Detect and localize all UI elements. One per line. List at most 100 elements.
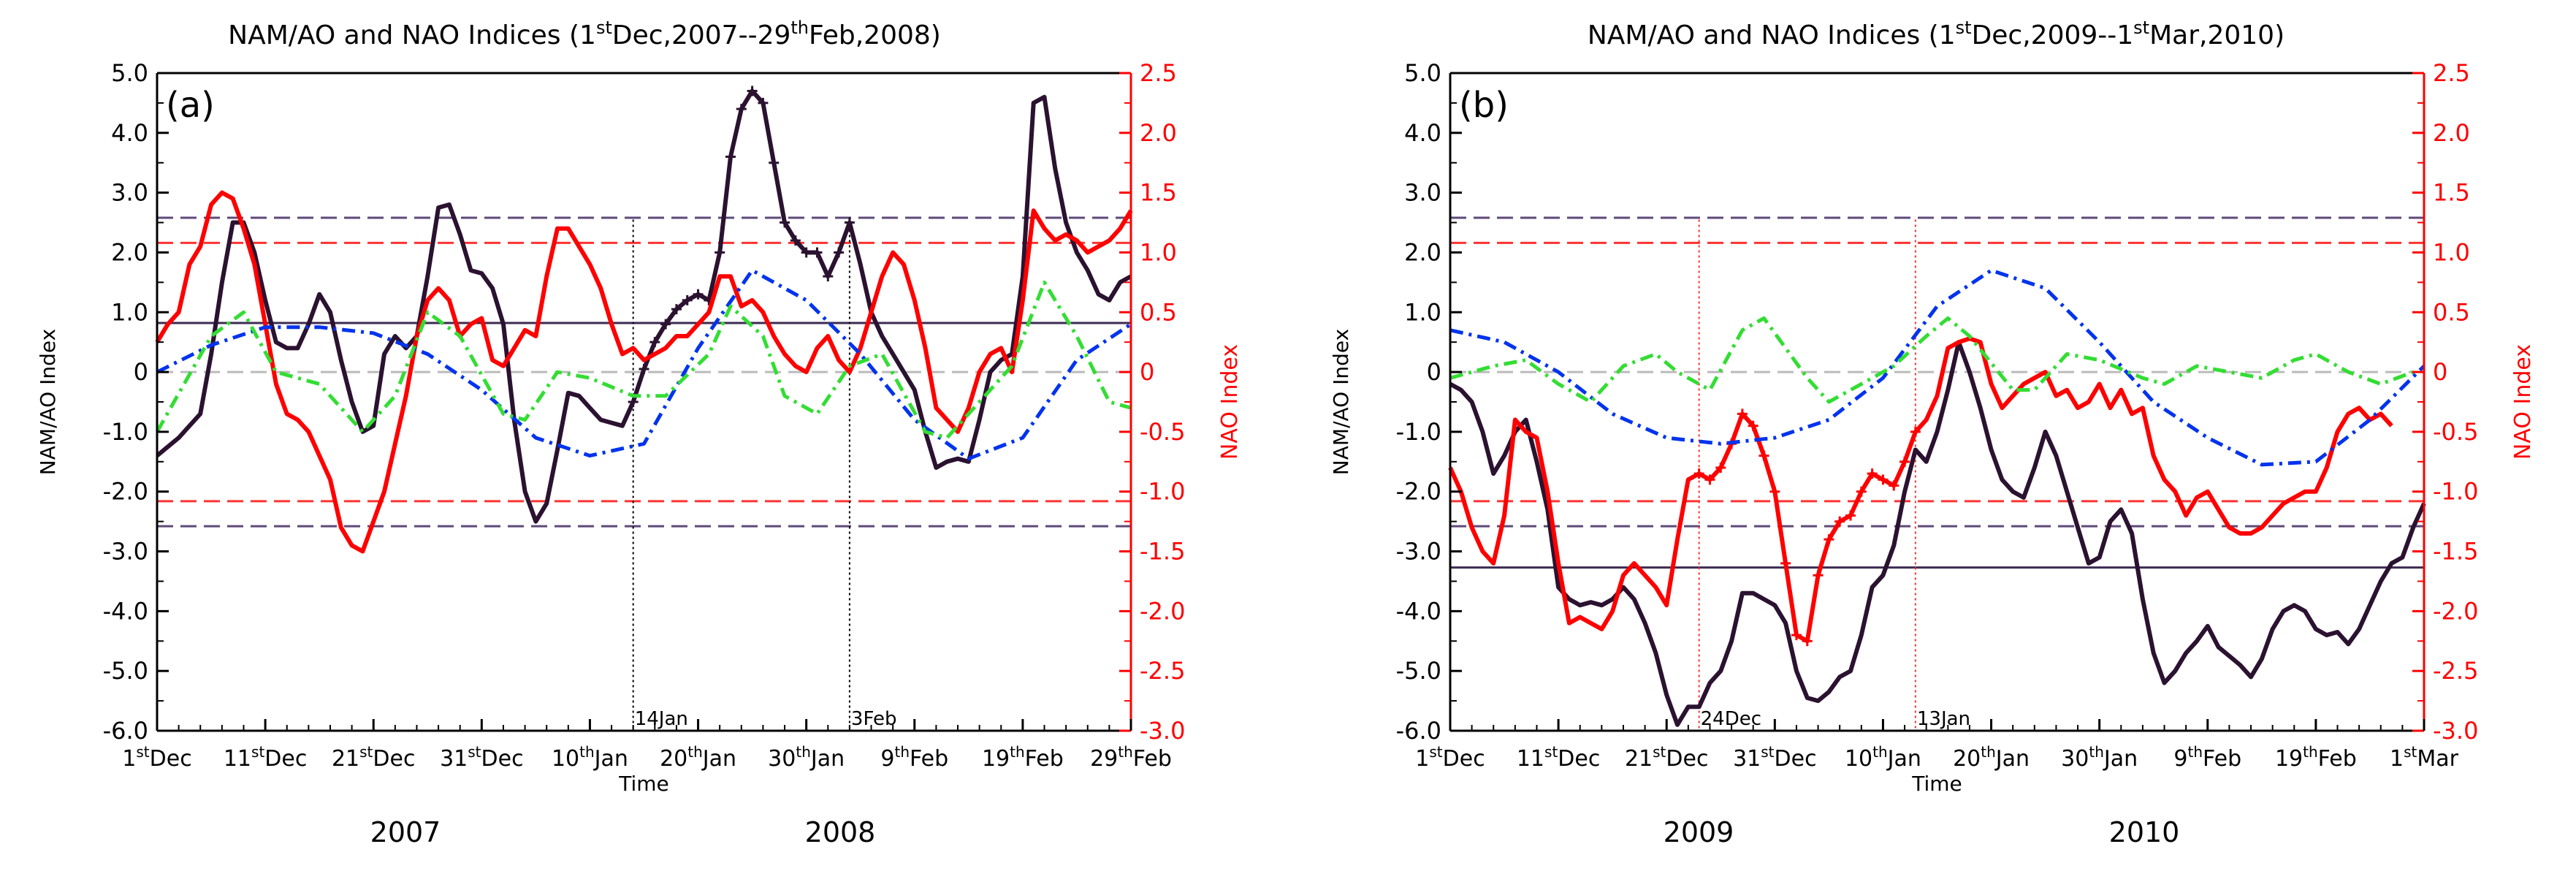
right-axis-title: NAO Index: [2510, 344, 2536, 460]
data-point-marker: [715, 247, 725, 258]
right-tick-label: 1.0: [2433, 238, 2470, 266]
data-point-marker: [736, 104, 747, 115]
data-point-marker: [801, 247, 812, 258]
right-tick-label: -1.5: [2433, 538, 2478, 566]
chart-title: NAM/AO and NAO Indices (1stDec,2007--29t…: [228, 18, 941, 50]
data-point-marker: [660, 319, 671, 330]
right-tick-label: -2.5: [1140, 657, 1185, 685]
x-tick-label: 29thFeb: [1090, 743, 1172, 772]
left-tick-label: -3.0: [1396, 538, 1441, 566]
data-point-marker: [1845, 510, 1856, 521]
data-point-marker: [1715, 463, 1726, 473]
left-tick-label: -1.0: [103, 418, 148, 446]
data-point-marker: [1737, 408, 1748, 419]
right-tick-label: -3.0: [2433, 717, 2478, 745]
right-axis-title: NAO Index: [1217, 344, 1243, 460]
x-tick-label: 10thJan: [552, 743, 628, 772]
right-tick-label: 2.5: [1140, 59, 1177, 87]
data-point-marker: [844, 217, 855, 228]
nao-index-line: [1448, 336, 2393, 644]
data-point-marker: [780, 217, 790, 228]
panel-label: (a): [166, 85, 215, 126]
x-tick-label: 1stDec: [122, 743, 191, 772]
year-label: 2007: [370, 816, 441, 848]
x-tick-label: 1stDec: [1415, 743, 1485, 772]
left-tick-label: -4.0: [103, 597, 148, 625]
event-label: 14Jan: [635, 708, 688, 730]
left-axis-title: NAM/AO Index: [36, 329, 60, 475]
right-tick-label: 2.5: [2433, 59, 2470, 87]
x-axis-title: Time: [618, 772, 669, 796]
left-tick-label: 4.0: [111, 119, 148, 147]
data-point-marker: [1878, 474, 1889, 485]
data-point-marker: [1824, 534, 1834, 545]
data-point-marker: [1791, 630, 1802, 641]
nao-index-line: [155, 190, 1133, 554]
data-point-marker: [747, 85, 758, 96]
left-tick-label: -6.0: [1396, 717, 1441, 745]
year-label: 2008: [805, 816, 876, 848]
left-tick-label: -3.0: [103, 538, 148, 566]
data-point-marker: [649, 337, 660, 348]
data-point-marker: [693, 289, 704, 300]
x-tick-label: 10thJan: [1845, 743, 1921, 772]
left-tick-label: 4.0: [1404, 119, 1441, 147]
nam-ao-index-line: [1449, 340, 2426, 727]
data-point-marker: [639, 364, 649, 374]
right-tick-label: -1.5: [1140, 538, 1185, 566]
right-tick-label: -0.5: [2433, 418, 2478, 446]
x-tick-label: 11stDec: [1517, 743, 1601, 772]
data-point-marker: [671, 304, 682, 315]
data-point-marker: [1834, 516, 1845, 527]
left-tick-label: 5.0: [111, 59, 148, 87]
x-tick-label: 11stDec: [224, 743, 308, 772]
x-tick-label: 1stMar: [2390, 743, 2459, 772]
left-tick-label: 2.0: [111, 238, 148, 266]
data-point-marker: [823, 271, 834, 282]
left-axis-title: NAM/AO Index: [1329, 329, 1353, 475]
data-point-marker: [758, 97, 769, 108]
data-point-marker: [1780, 558, 1791, 569]
x-tick-label: 20thJan: [1953, 743, 2030, 772]
panel-b-chart: NAM/AO and NAO Indices (1stDec,2009--1st…: [1329, 18, 2536, 848]
data-point-marker: [682, 294, 693, 305]
nam-ao-smoothed-line: [1449, 268, 2426, 467]
nam-ao-smoothed-line: [156, 268, 1132, 461]
right-tick-label: 0: [2433, 358, 2447, 386]
right-tick-label: -2.0: [2433, 597, 2478, 625]
data-point-marker: [1889, 480, 1899, 491]
data-point-marker: [1704, 474, 1715, 485]
left-tick-label: 1.0: [1404, 298, 1441, 326]
x-tick-label: 9thFeb: [2173, 743, 2241, 772]
right-tick-label: 1.5: [2433, 179, 2470, 207]
data-point-marker: [812, 247, 823, 258]
data-point-marker: [1867, 468, 1878, 479]
left-tick-label: -1.0: [1396, 418, 1441, 446]
left-tick-label: 5.0: [1404, 59, 1441, 87]
left-tick-label: -6.0: [103, 717, 148, 745]
year-label: 2009: [1664, 816, 1734, 848]
right-tick-label: -2.0: [1140, 597, 1185, 625]
right-tick-label: 2.0: [1140, 119, 1177, 147]
year-label: 2010: [2109, 816, 2180, 848]
left-tick-label: 3.0: [1404, 179, 1441, 207]
event-label: 3Feb: [851, 708, 897, 730]
x-tick-label: 19thFeb: [982, 743, 1064, 772]
chart-title: NAM/AO and NAO Indices (1stDec,2009--1st…: [1588, 18, 2285, 50]
x-tick-label: 30thJan: [768, 743, 845, 772]
right-tick-label: -1.0: [2433, 478, 2478, 506]
x-tick-label: 21stDec: [1625, 743, 1709, 772]
left-tick-label: 3.0: [111, 179, 148, 207]
x-tick-label: 9thFeb: [880, 743, 948, 772]
x-tick-label: 31stDec: [1733, 743, 1817, 772]
left-tick-label: 0: [1427, 358, 1441, 386]
x-tick-label: 30thJan: [2061, 743, 2138, 772]
data-point-marker: [1748, 420, 1758, 431]
left-tick-label: 1.0: [111, 298, 148, 326]
right-tick-label: 0.5: [2433, 298, 2470, 326]
data-point-marker: [628, 397, 639, 407]
data-point-marker: [790, 235, 801, 246]
left-tick-label: -4.0: [1396, 597, 1441, 625]
panel-a-chart: NAM/AO and NAO Indices (1stDec,2007--29t…: [36, 18, 1243, 848]
panel-label: (b): [1459, 85, 1509, 126]
